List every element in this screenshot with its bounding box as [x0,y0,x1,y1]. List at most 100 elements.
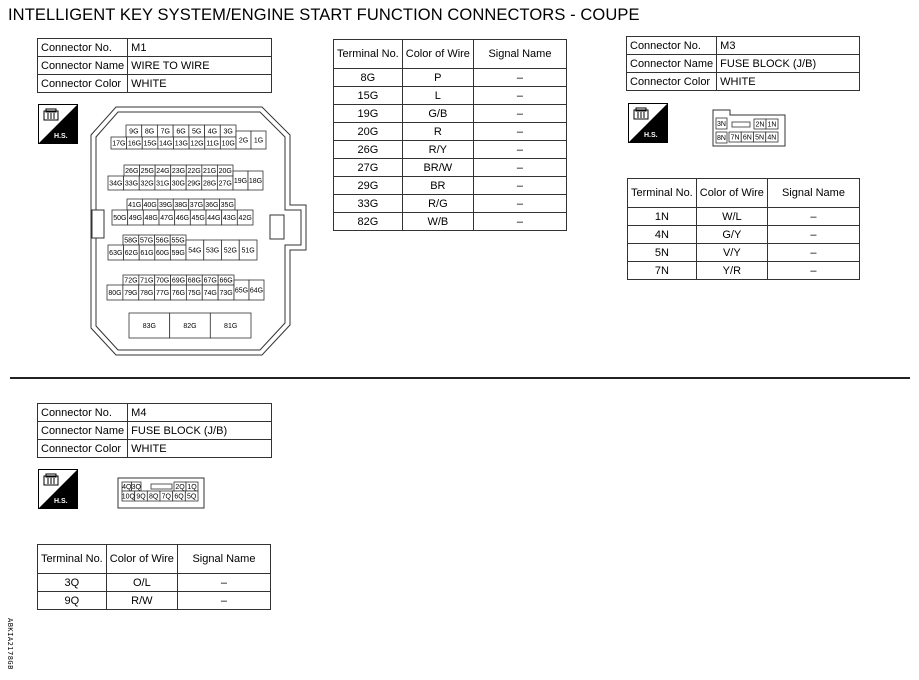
terminal-label: 34G [109,181,122,188]
terminal-label: 20G [219,168,232,175]
terminal-label: 66G [219,278,232,285]
terminal-label: 43G [223,215,236,222]
harness-side-icon: H.S. [628,103,668,143]
wire-color-cell: R/W [105,591,178,610]
terminal-label: 1Q [187,484,197,491]
keyway [150,483,173,490]
terminal-label: 11G [206,141,219,148]
terminal-cell: 29G [333,176,403,195]
terminal-label: 2N [756,122,765,129]
terminal-label: 17G [112,141,125,148]
terminal-label: 6N [743,135,752,142]
terminal-label: 24G [156,168,169,175]
m3-connector-name: FUSE BLOCK (J/B) [716,54,860,73]
terminal-label: 8G [145,129,154,136]
table-row: 3Q O/L – [37,573,272,592]
table-row: 9Q R/W – [37,591,272,610]
m3-terminal-table: Terminal No. Color of Wire Signal Name 1… [627,178,861,280]
m4-terminal-table: Terminal No. Color of Wire Signal Name 3… [37,544,272,610]
terminal-cavity [250,130,267,150]
signal-cell: – [766,225,861,244]
terminal-cavity [128,312,171,339]
terminal-cell: 15G [333,86,403,105]
terminal-label: 1N [768,122,777,129]
terminal-cell: 20G [333,122,403,141]
terminal-label: 32G [140,181,153,188]
harness-side-icon: H.S. [38,469,78,509]
terminal-label: 48G [145,215,158,222]
terminal-label: 3Q [132,484,142,491]
table-row: 15G L – [333,86,568,105]
table-row: 29G BR – [333,176,568,195]
terminal-label: 56G [156,238,169,245]
terminal-label: 74G [204,290,217,297]
terminal-label: 35G [221,202,234,209]
terminal-label: 78G [140,290,153,297]
terminal-cell: 26G [333,140,403,159]
connector-housing-inner [95,111,302,351]
terminal-label: 61G [140,250,153,257]
terminal-cavity [236,209,254,226]
wire-color-cell: W/L [695,207,768,226]
table-row: 5N V/Y – [627,243,861,262]
terminal-label: 41G [128,202,141,209]
wire-color-cell: BR/W [401,158,474,177]
terminal-label: 3G [223,129,232,136]
table-row: 26G R/Y – [333,140,568,159]
connector-hand-icon [43,473,59,486]
signal-cell: – [766,243,861,262]
terminal-label: 40G [144,202,157,209]
terminal-label: 9G [129,129,138,136]
terminal-label: 67G [204,278,217,285]
harness-side-icon: H.S. [38,104,78,144]
terminal-cell: 3Q [37,573,107,592]
wire-color-cell: L [401,86,474,105]
terminal-label: 5G [192,129,201,136]
wire-color-cell: O/L [105,573,178,592]
terminal-cavity [238,239,258,261]
terminal-label: 7N [731,135,740,142]
terminal-cell: 82G [333,212,403,231]
signal-cell: – [472,158,568,177]
table-row: 20G R – [333,122,568,141]
terminal-cavity [169,312,211,339]
m1-info-table: Connector No. M1 Connector Name WIRE TO WI… [36,38,272,93]
terminal-cavity [765,131,779,143]
connector-hand-icon [43,108,59,121]
table-row: 8G P – [333,68,568,87]
m4-connector-name: FUSE BLOCK (J/B) [127,421,272,440]
terminal-label: 25G [141,168,154,175]
m3-info-table: Connector No. M3 Connector Name FUSE BLOCK… [625,36,860,91]
terminal-label: 5Q [187,494,197,501]
terminal-cell: 5N [627,243,697,262]
terminal-label: 3N [717,121,726,128]
terminal-cavity [765,118,779,130]
terminal-label: 38G [174,202,187,209]
terminal-label: 9Q [136,494,146,501]
locking-tab [91,209,105,239]
terminal-cell: 8G [333,68,403,87]
keyway [731,121,751,128]
terminal-label: 49G [129,215,142,222]
signal-cell: – [176,573,272,592]
terminal-label: 31G [156,181,169,188]
terminal-label: 26G [125,168,138,175]
terminal-cell: 1N [627,207,697,226]
wire-color-cell: R [401,122,474,141]
signal-cell: – [472,86,568,105]
m1-connector-diagram: 9G 8G 7G 6G 5G 4G 3G 17G 16G 15G 14G 13G 12G 11G 10G 2G… [90,106,786,356]
wire-color-cell: Y/R [695,261,768,280]
terminal-label: 37G [190,202,203,209]
terminal-label: 1G [254,138,263,145]
wire-color-cell: W/B [401,212,474,231]
terminal-label: 71G [140,278,153,285]
table-row: 7N Y/R – [627,261,861,280]
terminal-label: 69G [172,278,185,285]
table-row: 82G W/B – [333,212,568,231]
terminal-label: 77G [156,290,169,297]
terminal-cell: 9Q [37,591,107,610]
terminal-label: 2Q [175,484,185,491]
terminal-label: 8Q [149,494,159,501]
wire-color-cell: R/Y [401,140,474,159]
